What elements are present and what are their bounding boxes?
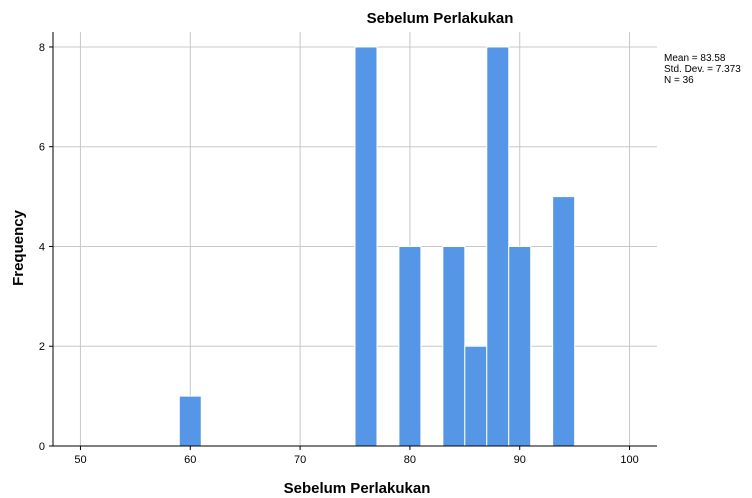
x-tick-label: 70 — [294, 454, 306, 466]
x-tick-label: 90 — [514, 454, 526, 466]
axes — [49, 32, 657, 450]
y-tick-label: 4 — [39, 241, 45, 253]
histogram-bar — [354, 46, 378, 447]
x-tick-label: 60 — [184, 454, 196, 466]
x-tick-label: 80 — [404, 454, 416, 466]
histogram-bar — [486, 46, 510, 447]
y-tick-label: 2 — [39, 341, 45, 353]
x-tick-label: 100 — [620, 454, 638, 466]
y-tick-labels: 0 2 4 6 8 — [39, 42, 45, 453]
stats-mean: Mean = 83.58 — [664, 53, 726, 64]
x-tick-label: 50 — [74, 454, 86, 466]
chart-title: Sebelum Perlakukan — [367, 10, 514, 27]
histogram-bar — [508, 245, 532, 447]
histogram-bar — [398, 245, 422, 447]
histogram-bar — [464, 345, 488, 447]
stats-box: Mean = 83.58 Std. Dev. = 7.373 N = 36 — [664, 53, 741, 86]
histogram-bar — [178, 395, 202, 447]
histogram-bar — [552, 196, 576, 447]
y-tick-label: 6 — [39, 142, 45, 154]
stats-std-dev: Std. Dev. = 7.373 — [664, 64, 741, 75]
x-tick-labels: 50 60 70 80 90 100 — [74, 454, 638, 466]
y-tick-label: 0 — [39, 441, 45, 453]
y-tick-label: 8 — [39, 42, 45, 54]
x-axis-title: Sebelum Perlakukan — [284, 480, 431, 497]
y-axis-title: Frequency — [10, 209, 27, 286]
bars — [178, 46, 576, 447]
histogram-bar — [442, 245, 466, 447]
stats-n: N = 36 — [664, 75, 694, 86]
